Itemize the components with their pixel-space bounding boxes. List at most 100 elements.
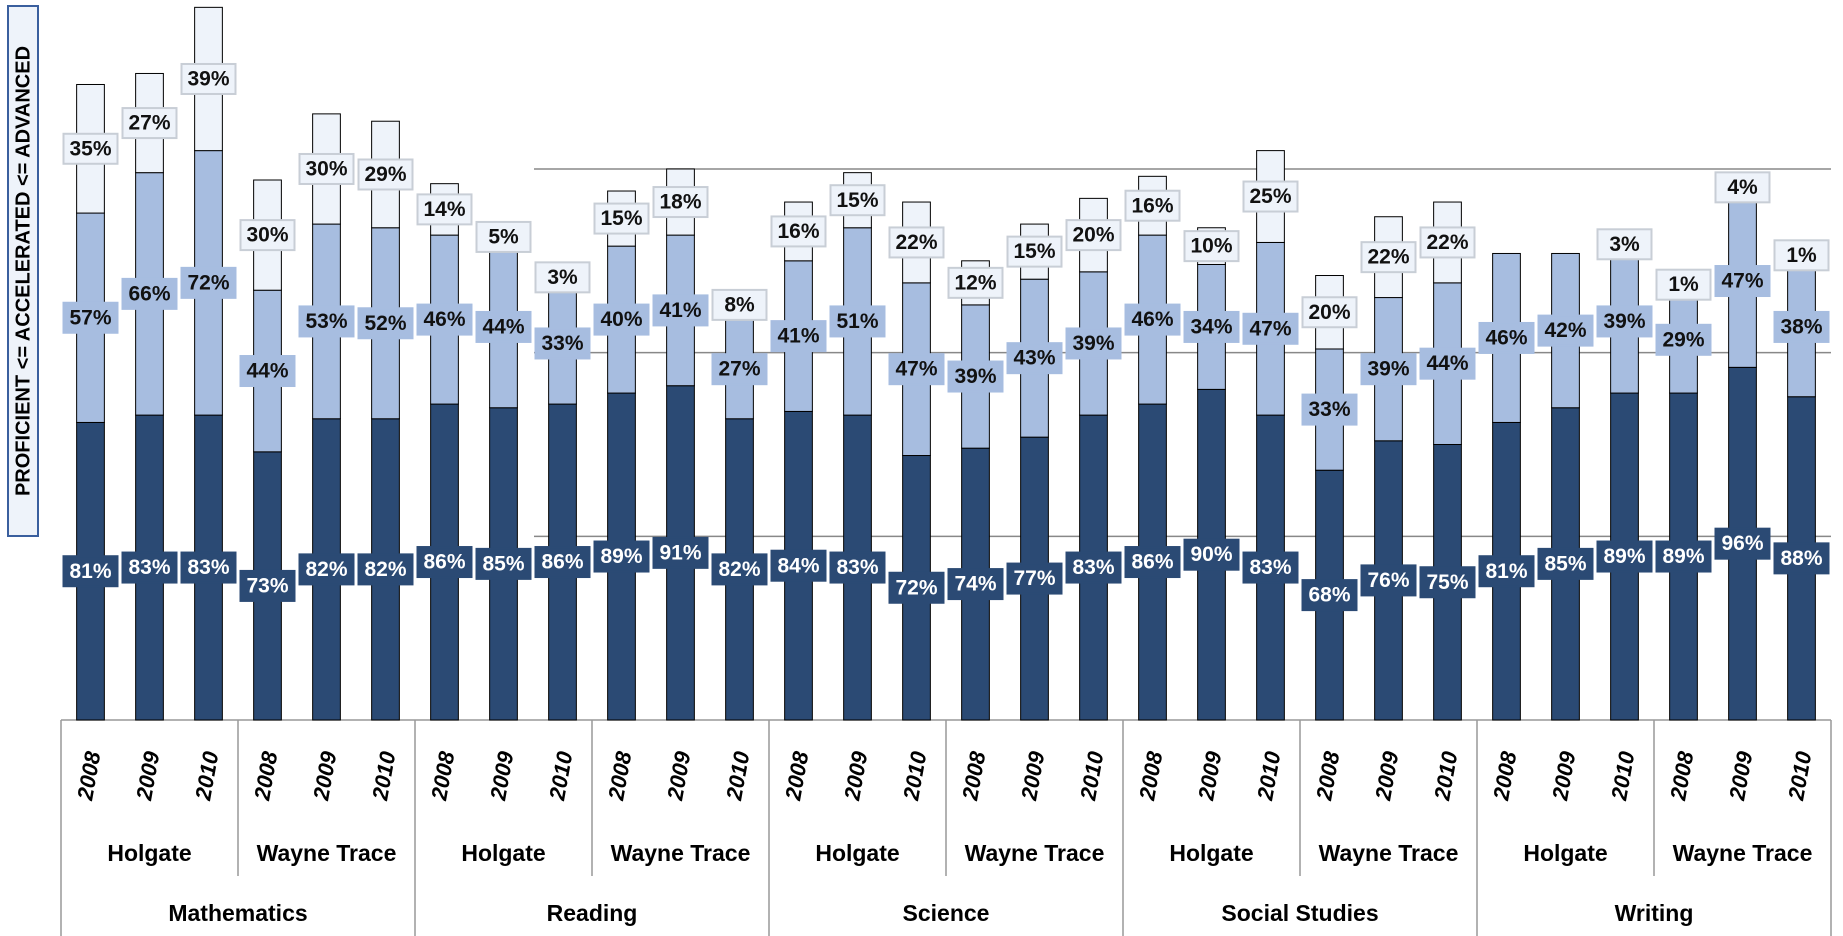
data-label: 75% — [1426, 571, 1468, 594]
x-tick-label: 2010 — [367, 749, 400, 803]
label-box — [652, 294, 709, 327]
data-label: 15% — [1013, 240, 1055, 263]
label-box — [1183, 310, 1240, 343]
school-label: Holgate — [815, 840, 899, 866]
label-box — [770, 320, 827, 353]
data-label: 86% — [423, 551, 465, 574]
data-label: 88% — [1780, 547, 1822, 570]
data-label: 35% — [69, 137, 111, 160]
label-box — [1537, 547, 1594, 580]
school-label: Wayne Trace — [611, 840, 751, 866]
data-label: 20% — [1308, 301, 1350, 324]
label-box — [180, 551, 237, 584]
label-box — [593, 540, 650, 573]
data-label: 68% — [1308, 584, 1350, 607]
label-box — [1773, 310, 1830, 343]
label-box — [1596, 305, 1653, 338]
x-tick-label: 2008 — [1311, 749, 1344, 803]
y-label-box — [7, 5, 39, 537]
data-label: 83% — [128, 556, 170, 579]
label-box — [1596, 228, 1653, 261]
data-label: 39% — [1603, 310, 1645, 333]
label-box — [475, 310, 532, 343]
data-label: 89% — [1603, 545, 1645, 568]
y-axis-label: PROFICIENT <= ACCELERATED <= ADVANCED — [12, 46, 34, 496]
label-box — [1006, 235, 1063, 268]
data-label: 22% — [1426, 231, 1468, 254]
x-tick-label: 2008 — [249, 749, 282, 803]
x-tick-label: 2010 — [1429, 749, 1462, 803]
school-label: Wayne Trace — [257, 840, 397, 866]
data-label: 3% — [547, 266, 578, 289]
subject-label: Science — [903, 900, 990, 926]
label-box — [1360, 241, 1417, 274]
label-box — [239, 569, 296, 602]
data-label: 81% — [1485, 560, 1527, 583]
x-tick-label: 2009 — [839, 749, 872, 803]
label-box — [1183, 538, 1240, 571]
subject-label: Mathematics — [168, 900, 307, 926]
data-label: 15% — [836, 189, 878, 212]
label-box — [121, 551, 178, 584]
data-label: 83% — [836, 556, 878, 579]
data-label: 53% — [305, 310, 347, 333]
label-box — [1419, 226, 1476, 259]
label-box — [1419, 566, 1476, 599]
label-box — [180, 266, 237, 299]
data-label: 38% — [1780, 315, 1822, 338]
data-label: 1% — [1668, 273, 1699, 296]
x-tick-label: 2008 — [780, 749, 813, 803]
data-label: 74% — [954, 573, 996, 596]
data-label: 5% — [488, 225, 519, 248]
data-label: 47% — [1721, 270, 1763, 293]
x-tick-label: 2010 — [1783, 749, 1816, 803]
data-label: 12% — [954, 271, 996, 294]
data-label: 84% — [777, 554, 819, 577]
x-tick-label: 2010 — [544, 749, 577, 803]
label-box — [1714, 527, 1771, 560]
school-label: Holgate — [1169, 840, 1253, 866]
label-box — [1301, 296, 1358, 329]
x-tick-label: 2009 — [1016, 749, 1049, 803]
label-box — [947, 568, 1004, 601]
label-box — [62, 555, 119, 588]
label-box — [534, 546, 591, 579]
x-tick-label: 2009 — [308, 749, 341, 803]
subject-label: Reading — [547, 900, 638, 926]
data-label: 16% — [777, 220, 819, 243]
data-label: 76% — [1367, 569, 1409, 592]
data-label: 89% — [600, 545, 642, 568]
data-label: 46% — [1485, 327, 1527, 350]
label-box — [829, 184, 886, 217]
x-tick-label: 2010 — [721, 749, 754, 803]
label-box — [534, 327, 591, 360]
label-box — [298, 553, 355, 586]
label-box — [829, 551, 886, 584]
data-label: 27% — [718, 358, 760, 381]
label-box — [593, 202, 650, 235]
data-label: 8% — [724, 293, 755, 316]
label-box — [947, 266, 1004, 299]
data-label: 20% — [1072, 224, 1114, 247]
data-label: 83% — [187, 556, 229, 579]
data-label: 77% — [1013, 567, 1055, 590]
label-box — [652, 536, 709, 569]
label-box — [947, 360, 1004, 393]
label-box — [1596, 540, 1653, 573]
data-label: 4% — [1727, 176, 1758, 199]
label-box — [1242, 551, 1299, 584]
label-box — [534, 261, 591, 294]
x-tick-label: 2009 — [1724, 749, 1757, 803]
data-label: 89% — [1662, 545, 1704, 568]
label-box — [711, 353, 768, 386]
x-tick-label: 2008 — [957, 749, 990, 803]
data-label: 25% — [1249, 185, 1291, 208]
data-label: 40% — [600, 308, 642, 331]
label-box — [1655, 540, 1712, 573]
data-label: 22% — [1367, 246, 1409, 269]
label-box — [62, 301, 119, 334]
label-box — [770, 549, 827, 582]
data-label: 3% — [1609, 233, 1640, 256]
data-label: 85% — [1544, 552, 1586, 575]
label-box — [357, 158, 414, 191]
